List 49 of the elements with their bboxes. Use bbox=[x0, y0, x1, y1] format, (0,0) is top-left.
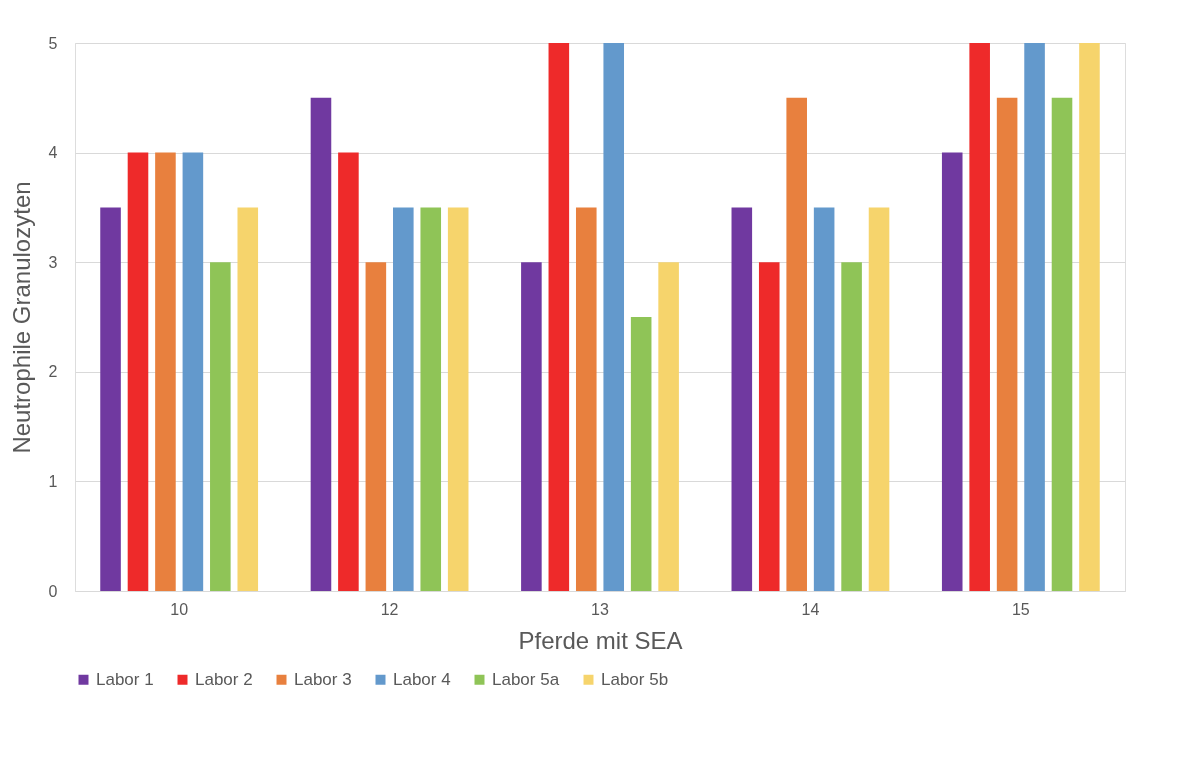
x-tick-label: 10 bbox=[170, 600, 189, 618]
bar bbox=[603, 43, 625, 591]
bar bbox=[1051, 97, 1073, 591]
bar bbox=[630, 317, 652, 591]
bar bbox=[338, 152, 359, 591]
bar bbox=[996, 97, 1018, 591]
bar bbox=[758, 262, 780, 591]
legend-label: Labor 5b bbox=[601, 669, 669, 689]
bar bbox=[841, 262, 862, 591]
legend-label: Labor 5a bbox=[492, 669, 560, 689]
x-tick-label: 12 bbox=[380, 600, 399, 618]
y-axis-title: Neutrophile Granulozyten bbox=[7, 181, 35, 454]
legend-label: Labor 1 bbox=[96, 669, 154, 689]
legend-label: Labor 4 bbox=[393, 669, 451, 689]
bar bbox=[100, 207, 121, 591]
y-tick-label: 3 bbox=[48, 253, 58, 271]
bar bbox=[813, 207, 835, 591]
y-tick-label: 4 bbox=[48, 144, 58, 162]
bar bbox=[786, 97, 807, 591]
bar bbox=[447, 207, 469, 591]
bar bbox=[548, 43, 570, 591]
bar bbox=[868, 207, 890, 591]
bar bbox=[1079, 43, 1100, 591]
bar bbox=[182, 152, 204, 591]
y-tick-label: 0 bbox=[48, 582, 58, 600]
legend-label: Labor 2 bbox=[195, 669, 253, 689]
bar bbox=[393, 207, 414, 591]
bar bbox=[310, 97, 332, 591]
bar bbox=[1024, 43, 1045, 591]
y-tick-label: 5 bbox=[48, 34, 58, 52]
bar bbox=[155, 152, 176, 591]
x-tick-label: 14 bbox=[801, 600, 820, 618]
bar bbox=[237, 207, 259, 591]
legend-label: Labor 3 bbox=[294, 669, 352, 689]
bar bbox=[210, 262, 231, 591]
x-axis-title: Pferde mit SEA bbox=[518, 626, 683, 654]
y-tick-label: 1 bbox=[48, 472, 58, 490]
bar bbox=[969, 43, 990, 591]
bar bbox=[941, 152, 963, 591]
bar bbox=[575, 207, 597, 591]
bar bbox=[365, 262, 387, 591]
x-tick-label: 13 bbox=[591, 600, 609, 618]
bar bbox=[658, 262, 679, 591]
x-tick-label: 15 bbox=[1011, 600, 1030, 618]
y-tick-label: 2 bbox=[48, 363, 58, 381]
bar bbox=[420, 207, 442, 591]
bar bbox=[521, 262, 542, 591]
bar bbox=[731, 207, 753, 591]
bar bbox=[127, 152, 149, 591]
